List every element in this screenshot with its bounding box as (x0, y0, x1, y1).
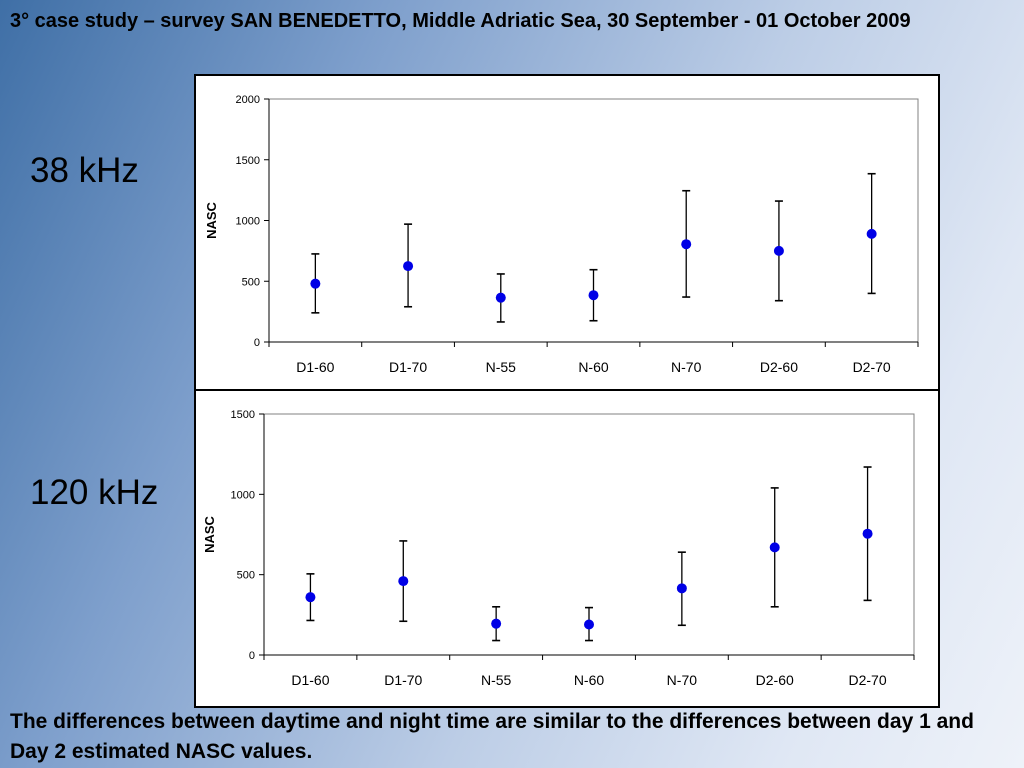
x-category-label: N-60 (578, 359, 609, 375)
chart-divider (196, 389, 938, 391)
y-tick-label: 1000 (231, 489, 255, 501)
y-tick-label: 0 (254, 337, 260, 349)
frequency-label-120khz: 120 kHz (30, 473, 159, 512)
frequency-label-38khz: 38 kHz (30, 151, 139, 190)
y-tick-label: 1500 (231, 409, 255, 421)
data-point (495, 292, 506, 303)
x-category-label: D2-60 (756, 672, 794, 688)
data-point (310, 278, 321, 289)
x-category-label: N-55 (481, 672, 512, 688)
y-tick-label: 500 (237, 570, 255, 582)
data-point (769, 542, 780, 553)
x-category-label: D2-60 (760, 359, 798, 375)
x-category-label: N-70 (667, 672, 698, 688)
x-category-label: D1-60 (291, 672, 329, 688)
y-tick-label: 2000 (236, 94, 260, 106)
y-tick-label: 500 (242, 276, 260, 288)
data-point (491, 618, 502, 629)
chart-38khz: 0 500 1000 1500 2000 NASC D1-60 D1-70 N-55 N-60 N-… (204, 94, 919, 375)
x-category-label: D1-70 (389, 359, 427, 375)
x-category-label: N-70 (671, 359, 702, 375)
data-point (862, 528, 873, 539)
y-tick-label: 0 (249, 650, 255, 662)
data-point (866, 228, 877, 239)
x-category-label: D1-60 (296, 359, 334, 375)
x-category-label: N-55 (486, 359, 517, 375)
data-point (584, 619, 594, 630)
chart-120khz: 0 500 1000 1500 NASC D1-60 D1-70 N-55 N-60 N-70 D2… (202, 409, 915, 688)
x-category-label: D2-70 (853, 359, 891, 375)
data-point (773, 245, 784, 256)
footer-note: The differences between daytime and nigh… (10, 710, 974, 763)
charts-panel: 0 500 1000 1500 2000 NASC D1-60 D1-70 N-55 N-60 N-… (194, 74, 940, 708)
data-point (305, 592, 316, 603)
x-category-label: D1-70 (384, 672, 422, 688)
y-tick-label: 1000 (236, 216, 260, 228)
x-category-label: N-60 (574, 672, 605, 688)
y-axis-label: NASC (204, 201, 219, 238)
data-point (403, 261, 414, 272)
data-point (588, 290, 599, 301)
slide-title: 3° case study – survey SAN BENEDETTO, Mi… (10, 10, 911, 32)
y-axis-label: NASC (202, 515, 217, 552)
x-category-label: D2-70 (849, 672, 887, 688)
data-point (398, 576, 409, 587)
y-tick-label: 1500 (236, 155, 260, 167)
data-point (681, 239, 692, 250)
data-point (676, 583, 687, 594)
